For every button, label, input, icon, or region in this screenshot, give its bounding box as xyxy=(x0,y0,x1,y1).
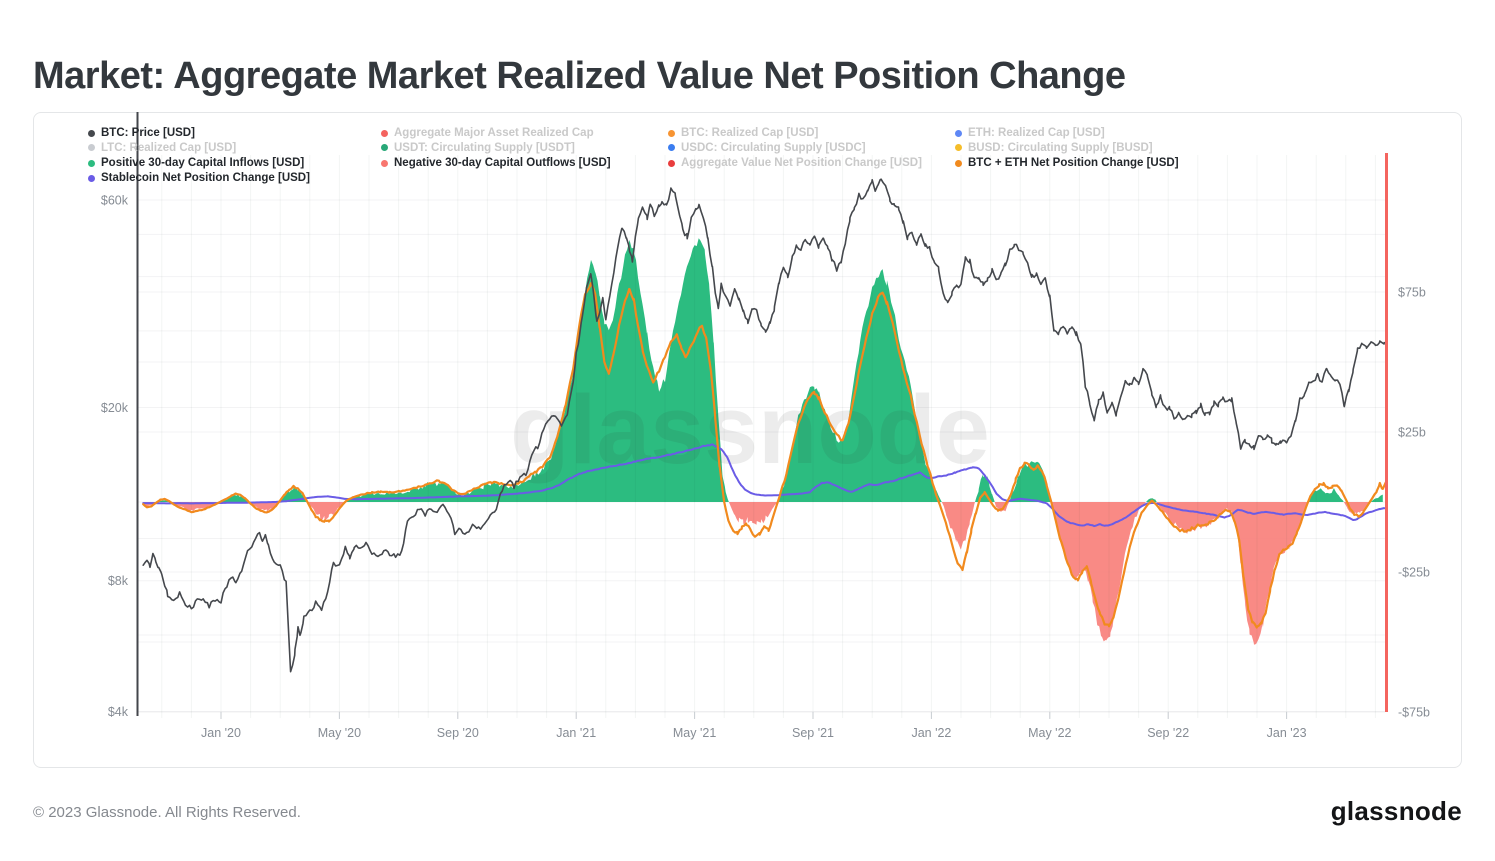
btc-eth-net-position-line xyxy=(142,282,1385,629)
legend-item[interactable]: ETH: Realized Cap [USD] xyxy=(955,126,1105,140)
legend-item-label: BTC + ETH Net Position Change [USD] xyxy=(968,157,1179,169)
legend-item[interactable]: Stablecoin Net Position Change [USD] xyxy=(88,171,310,185)
legend-item[interactable]: USDT: Circulating Supply [USDT] xyxy=(381,141,575,155)
legend-dot-icon xyxy=(381,159,388,167)
y-left-tick-label: $4k xyxy=(108,705,129,719)
legend-item[interactable]: USDC: Circulating Supply [USDC] xyxy=(668,141,866,155)
legend-dot-icon xyxy=(381,144,388,151)
horizontal-gridlines xyxy=(137,199,1385,713)
y-right-tick-label: $75b xyxy=(1398,286,1426,300)
legend-item-label: Positive 30-day Capital Inflows [USD] xyxy=(101,157,305,169)
legend-item-label: LTC: Realized Cap [USD] xyxy=(101,141,237,154)
legend-dot-icon xyxy=(88,144,95,151)
legend-item-label: BTC: Realized Cap [USD] xyxy=(681,127,819,139)
x-tick-label: Jan '21 xyxy=(556,726,596,740)
legend-item[interactable]: Negative 30-day Capital Outflows [USD] xyxy=(381,156,611,170)
vertical-gridlines xyxy=(161,155,1376,718)
y-right-tick-label: $25b xyxy=(1398,426,1426,440)
y-left-tick-label: $60k xyxy=(101,194,129,208)
x-tick-label: Sep '20 xyxy=(437,726,479,740)
capital-outflows-area xyxy=(143,502,1383,645)
legend-item-label: BUSD: Circulating Supply [BUSD] xyxy=(968,141,1153,154)
legend-item-label: Aggregate Major Asset Realized Cap xyxy=(394,127,594,139)
legend-item-label: Aggregate Value Net Position Change [USD… xyxy=(681,157,922,169)
legend-dot-icon xyxy=(955,129,962,137)
legend-dot-icon xyxy=(668,129,675,137)
legend-dot-icon xyxy=(668,144,675,151)
legend-item[interactable]: LTC: Realized Cap [USD] xyxy=(88,141,236,155)
legend-dot-icon xyxy=(955,159,962,167)
y-left-tick-label: $8k xyxy=(108,574,129,588)
footer-copyright: © 2023 Glassnode. All Rights Reserved. xyxy=(33,804,301,821)
glassnode-logo: glassnode xyxy=(1330,796,1462,826)
page-title: Market: Aggregate Market Realized Value … xyxy=(33,55,1126,98)
y-left-tick-label: $20k xyxy=(101,401,129,415)
legend-item[interactable]: BTC: Price [USD] xyxy=(88,126,195,140)
x-tick-label: Jan '22 xyxy=(911,726,951,740)
legend-item-label: Negative 30-day Capital Outflows [USD] xyxy=(394,157,611,169)
x-tick-label: May '21 xyxy=(673,726,716,740)
legend-dot-icon xyxy=(88,159,95,167)
x-tick-label: May '22 xyxy=(1028,726,1071,740)
x-tick-label: Sep '21 xyxy=(792,726,834,740)
legend-item[interactable]: Aggregate Value Net Position Change [USD… xyxy=(668,156,922,170)
legend-item-label: Stablecoin Net Position Change [USD] xyxy=(101,172,310,184)
legend-item[interactable]: BUSD: Circulating Supply [BUSD] xyxy=(955,141,1153,155)
y-right-tick-label: -$25b xyxy=(1398,566,1430,580)
legend-dot-icon xyxy=(88,129,95,137)
legend-item[interactable]: Aggregate Major Asset Realized Cap xyxy=(381,126,594,140)
legend-dot-icon xyxy=(668,159,675,167)
legend-dot-icon xyxy=(955,144,962,151)
x-tick-label: Sep '22 xyxy=(1147,726,1189,740)
x-tick-label: May '20 xyxy=(318,726,361,740)
stablecoin-net-position-line xyxy=(142,443,1385,528)
legend-item[interactable]: Positive 30-day Capital Inflows [USD] xyxy=(88,156,304,170)
legend-item-label: USDC: Circulating Supply [USDC] xyxy=(681,141,866,154)
legend-item-label: BTC: Price [USD] xyxy=(101,127,195,139)
x-tick-label: Jan '23 xyxy=(1267,726,1307,740)
x-tick-label: Jan '20 xyxy=(201,726,241,740)
legend-item[interactable]: BTC: Realized Cap [USD] xyxy=(668,126,818,140)
legend-dot-icon xyxy=(381,129,388,137)
btc-price-line xyxy=(142,178,1385,673)
legend-item-label: ETH: Realized Cap [USD] xyxy=(968,127,1105,139)
legend-dot-icon xyxy=(88,174,95,182)
y-right-tick-label: -$75b xyxy=(1398,706,1430,720)
chart-card xyxy=(33,112,1462,768)
legend-item-label: USDT: Circulating Supply [USDT] xyxy=(394,141,575,154)
legend-item[interactable]: BTC + ETH Net Position Change [USD] xyxy=(955,156,1179,170)
